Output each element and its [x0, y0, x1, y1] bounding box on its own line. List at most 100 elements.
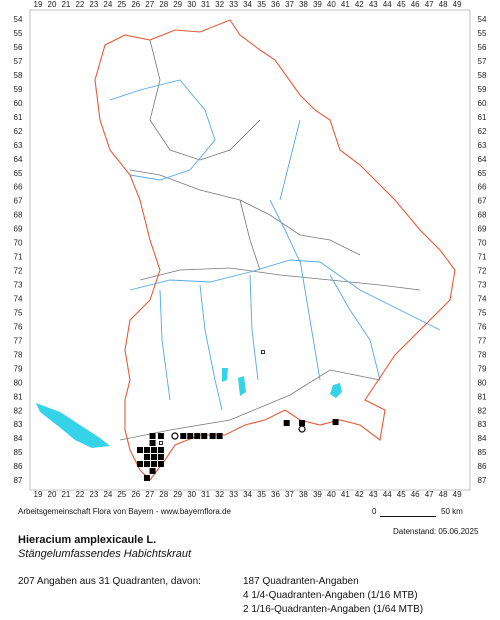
x-label: 23	[89, 0, 98, 9]
square-marker	[201, 433, 208, 440]
y-label: 65	[478, 169, 487, 178]
y-label: 54	[478, 15, 487, 24]
x-label: 35	[257, 490, 266, 499]
y-label: 67	[14, 197, 23, 206]
x-label: 33	[229, 490, 238, 499]
x-label: 27	[145, 0, 154, 9]
y-label: 61	[478, 113, 487, 122]
square-marker	[283, 420, 290, 427]
square-marker	[157, 453, 164, 460]
scale-end: 50 km	[441, 507, 463, 516]
y-label: 86	[14, 462, 23, 471]
x-label: 36	[271, 0, 280, 9]
square-marker	[149, 467, 156, 474]
x-label: 29	[173, 0, 182, 9]
y-label: 66	[478, 183, 487, 192]
y-label: 77	[478, 336, 487, 345]
credit: Arbeitsgemeinschaft Flora von Bayern - w…	[18, 507, 231, 516]
y-label: 74	[14, 295, 23, 304]
x-label: 22	[75, 490, 84, 499]
y-label: 75	[478, 308, 487, 317]
x-label: 43	[369, 0, 378, 9]
species: Hieracium amplexicaule L.	[18, 534, 157, 546]
square-marker	[150, 453, 157, 460]
border-inner	[119, 39, 421, 441]
square-marker	[150, 446, 157, 453]
x-label: 38	[299, 490, 308, 499]
y-label: 65	[14, 169, 23, 178]
y-label: 71	[14, 253, 23, 262]
dot-marker	[159, 441, 163, 445]
y-label: 62	[478, 127, 487, 136]
x-label: 21	[61, 0, 70, 9]
common-name: Stängelumfassendes Habichtskraut	[18, 548, 192, 560]
x-label: 43	[369, 490, 378, 499]
detail: 2 1/16-Quadranten-Angaben (1/64 MTB)	[243, 604, 424, 615]
x-label: 35	[257, 0, 266, 9]
x-label: 39	[313, 0, 322, 9]
y-label: 60	[14, 99, 23, 108]
x-label: 44	[383, 490, 392, 499]
y-label: 63	[14, 141, 23, 150]
detail: 4 1/4-Quadranten-Angaben (1/16 MTB)	[243, 590, 418, 601]
square-marker	[149, 433, 156, 440]
y-label: 81	[14, 392, 23, 401]
y-label: 77	[14, 336, 23, 345]
x-label: 27	[145, 490, 154, 499]
x-label: 39	[313, 490, 322, 499]
y-label: 80	[478, 378, 487, 387]
circle-marker	[298, 425, 306, 433]
x-label: 44	[383, 0, 392, 9]
y-label: 68	[14, 211, 23, 220]
bavaria-border	[94, 19, 456, 481]
y-label: 67	[478, 197, 487, 206]
y-label: 59	[478, 85, 487, 94]
x-label: 48	[439, 0, 448, 9]
y-label: 73	[14, 281, 23, 290]
square-marker	[180, 433, 187, 440]
y-label: 76	[478, 322, 487, 331]
map: 19 19 20 20 21 21 22 22 23 23 24 24 25 25 26 26 27 27 28 28…	[14, 0, 487, 499]
x-label: 28	[159, 0, 168, 9]
x-label: 25	[117, 0, 126, 9]
square-marker	[332, 419, 339, 426]
x-label: 49	[453, 490, 462, 499]
x-label: 34	[243, 0, 252, 9]
y-label: 63	[478, 141, 487, 150]
y-label: 79	[14, 364, 23, 373]
x-label: 47	[425, 0, 434, 9]
x-label: 40	[327, 0, 336, 9]
y-label: 69	[478, 225, 487, 234]
y-label: 64	[14, 155, 23, 164]
y-label: 86	[478, 462, 487, 471]
square-marker	[136, 460, 143, 467]
summary: 207 Angaben aus 31 Quadranten, davon:	[18, 576, 201, 587]
y-label: 70	[478, 239, 487, 248]
x-label: 28	[159, 490, 168, 499]
x-label: 26	[131, 490, 140, 499]
y-label: 70	[14, 239, 23, 248]
x-label: 19	[34, 0, 43, 9]
x-label: 45	[397, 490, 406, 499]
y-label: 72	[478, 267, 487, 276]
y-label: 56	[478, 43, 487, 52]
y-label: 74	[478, 295, 487, 304]
x-label: 24	[103, 0, 112, 9]
x-label: 23	[89, 490, 98, 499]
y-label: 59	[14, 85, 23, 94]
y-label: 72	[14, 267, 23, 276]
x-label: 30	[187, 0, 196, 9]
x-label: 41	[341, 0, 350, 9]
y-label: 64	[478, 155, 487, 164]
y-label: 54	[14, 15, 23, 24]
y-label: 75	[14, 308, 23, 317]
square-marker	[150, 460, 157, 467]
x-label: 36	[271, 490, 280, 499]
y-label: 57	[478, 57, 487, 66]
x-label: 24	[103, 490, 112, 499]
x-label: 42	[355, 490, 364, 499]
x-label: 32	[215, 490, 224, 499]
x-label: 40	[327, 490, 336, 499]
x-label: 38	[299, 0, 308, 9]
x-label: 33	[229, 0, 238, 9]
